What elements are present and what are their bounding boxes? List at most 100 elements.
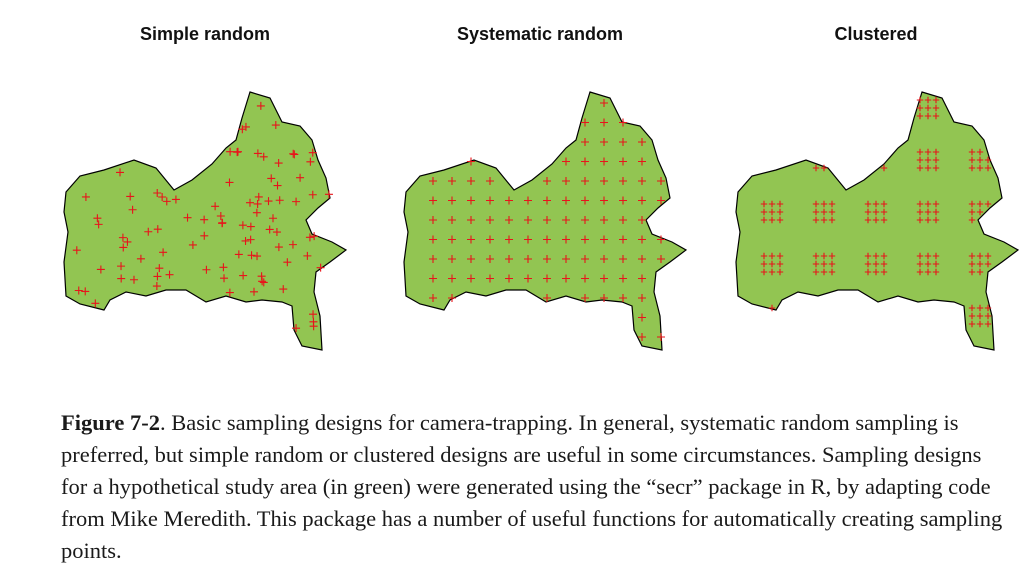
sampling-point [768,304,776,312]
sampling-point [165,270,174,279]
sampling-point [292,324,301,333]
sampling-point [828,268,836,276]
sampling-point [657,196,665,205]
sampling-point [984,312,992,320]
sampling-point [932,216,940,224]
sampling-point [657,333,665,341]
sampling-point [220,274,229,283]
sampling-point [976,320,984,328]
sampling-point [916,208,924,216]
sampling-point [638,313,646,322]
sampling-point [638,196,646,205]
map-simple-random [63,91,347,351]
sampling-point [486,177,494,185]
sampling-point [271,121,280,130]
sampling-point [306,157,315,166]
sampling-point [562,235,570,244]
sampling-point [619,177,627,185]
sampling-point [153,272,162,281]
sampling-point [820,252,828,260]
sampling-point [828,260,836,268]
sampling-point [916,148,924,156]
sampling-point [638,138,646,146]
caption-label: Figure 7-2 [61,410,160,435]
sampling-point [562,255,570,263]
sampling-point [812,164,820,172]
figure-caption: Figure 7-2. Basic sampling designs for c… [61,407,1006,567]
sampling-point [152,282,161,291]
sampling-point [600,99,608,107]
sampling-point [581,157,589,166]
sampling-point [916,252,924,260]
sampling-point [812,260,820,268]
study-area-clustered [735,91,1019,351]
sampling-point [864,268,872,276]
sampling-point [245,198,254,207]
sampling-point [864,208,872,216]
sampling-point [968,260,976,268]
sampling-point [429,216,437,224]
sampling-point [828,252,836,260]
sampling-point [467,157,475,166]
sampling-point [932,208,940,216]
sampling-point [524,235,532,244]
sampling-point [768,200,776,208]
sampling-point [128,205,137,214]
sampling-point [619,157,627,166]
sampling-point [968,304,976,312]
sampling-point [289,149,298,158]
sampling-point [812,216,820,224]
sampling-point [924,104,932,112]
sampling-point [924,260,932,268]
sampling-point [976,200,984,208]
sampling-point [288,240,297,249]
sampling-point [776,216,784,224]
sampling-point [812,268,820,276]
sampling-point [119,243,128,252]
sampling-point [269,214,278,223]
sampling-point [239,271,248,280]
sampling-point [916,112,924,120]
sampling-point [117,274,126,283]
sampling-point [581,216,589,224]
sampling-point [272,228,281,237]
sampling-point [267,174,276,183]
sampling-point [638,294,646,302]
study-area-simple-random [63,91,347,351]
sampling-point [310,232,319,241]
sampling-point [171,195,180,204]
sampling-point [74,286,83,295]
sampling-point [657,235,665,244]
sampling-point [524,274,532,283]
sampling-point [226,147,235,156]
sampling-point [309,322,318,331]
sampling-point [486,196,494,205]
sampling-point [924,148,932,156]
sampling-point [968,268,976,276]
sampling-point [467,235,475,244]
sampling-point [283,258,292,267]
sampling-point [305,233,314,242]
sampling-point [258,277,267,286]
sampling-point [916,268,924,276]
sampling-point [448,294,456,302]
sampling-point [984,304,992,312]
sampling-point [768,260,776,268]
sampling-point [153,225,162,234]
sampling-point [812,208,820,216]
sampling-point [968,200,976,208]
sampling-point [183,213,192,222]
sampling-point [776,260,784,268]
sampling-point [292,197,301,206]
sampling-point [768,252,776,260]
sampling-point [562,274,570,283]
sampling-point [932,96,940,104]
sampling-point [916,164,924,172]
sampling-point [984,260,992,268]
sampling-point [524,196,532,205]
sampling-point [820,200,828,208]
panel-title-clustered: Clustered [834,24,918,44]
sampling-point [768,268,776,276]
sampling-point [619,294,627,302]
sampling-point [760,268,768,276]
